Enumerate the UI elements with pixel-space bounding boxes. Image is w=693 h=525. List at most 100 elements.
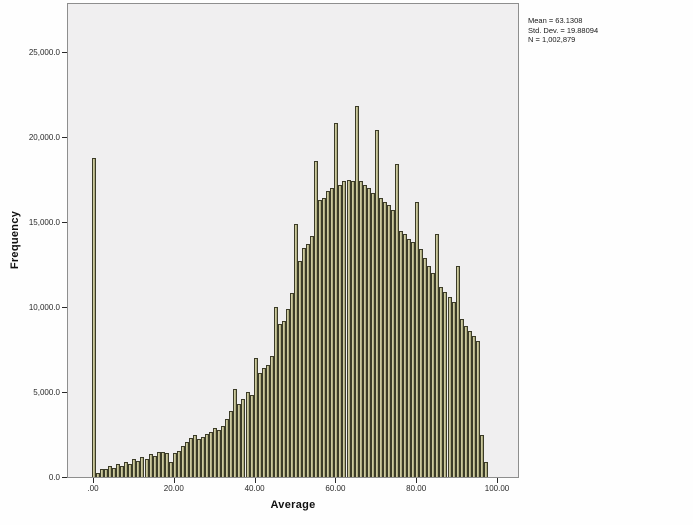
histogram-bar [293,223,298,477]
histogram-bar [370,193,375,477]
histogram-bar [302,247,307,477]
y-axis-title: Frequency [9,210,21,270]
histogram-bar [160,452,165,477]
histogram-bar [144,459,149,477]
histogram-bar [148,454,153,477]
histogram-bar [124,462,129,477]
histogram-bar [269,356,274,477]
x-axis-tick-label: 80.00 [406,484,427,493]
histogram-bar [306,244,311,477]
histogram-bar [108,466,113,477]
histogram-bar [330,188,335,477]
histogram-bar [100,469,105,477]
histogram-bar [249,395,254,477]
histogram-bar [390,210,395,477]
histogram-bar [407,239,412,477]
histogram-bar [192,434,197,477]
histogram-bar [112,467,117,477]
histogram-bar [205,433,210,477]
x-axis-tick [254,478,256,483]
histogram-bar [366,188,371,477]
histogram-bar [403,233,408,477]
y-axis-tick [62,52,67,53]
histogram-bar [394,164,399,477]
histogram-bar [140,457,145,477]
x-axis-tick-label: 60.00 [325,484,346,493]
histogram-bar [277,324,282,477]
histogram-bar [459,318,464,477]
histogram-bar [382,201,387,477]
histogram-bar [197,438,202,477]
histogram-bar [386,205,391,477]
histogram-bar [156,451,161,477]
histogram-bar [415,201,420,477]
y-axis-tick-label: 5,000.0 [33,387,60,397]
x-axis-tick [93,478,94,483]
histogram-bar [467,330,472,477]
histogram-bar [334,123,339,477]
histogram-bar [455,266,460,477]
histogram-bar [172,453,177,477]
histogram-bar [233,388,238,477]
histogram-bar [326,191,331,477]
histogram-bar [217,430,222,477]
x-axis-tick-label: 100.00 [484,484,510,493]
histogram-bar [451,301,456,477]
histogram-bar [322,198,327,477]
histogram-bar [116,464,121,477]
y-axis-tick [62,137,67,138]
histogram-bar [419,249,424,477]
histogram-bar [338,184,343,477]
histogram-bar [96,473,101,477]
histogram-bar [439,286,444,477]
histogram-bar [257,373,262,477]
histogram-bar [136,460,141,477]
y-axis-tick [62,307,67,308]
histogram-bar [350,181,355,477]
y-axis-tick-label: 20,000.0 [28,132,60,142]
x-axis-tick [497,478,498,483]
histogram-bar [245,392,250,477]
histogram-bar [120,465,125,477]
histogram-bar [435,233,440,477]
histogram-bar [281,320,286,477]
histogram-bar [298,261,303,477]
y-axis-tick-label: 25,000.0 [28,47,60,57]
histogram-bar [180,445,185,477]
histogram-bar [423,257,428,477]
histogram-bar [378,198,383,477]
histogram-bar [176,450,181,477]
histogram-bar [221,426,226,477]
histogram-bar [427,266,432,477]
histogram-bar [399,230,404,477]
histogram-bar [132,459,137,477]
histogram-bar [164,453,169,477]
histogram-bar [91,158,96,477]
plot-area [67,3,519,478]
histogram-bar [128,463,133,477]
histogram-bar [261,368,266,477]
histogram-bar [229,410,234,477]
histogram-bar [237,403,242,477]
histogram-bar [318,199,323,477]
histogram-bar [342,181,347,477]
x-axis-tick-label: .00 [87,484,99,493]
histogram-bar [209,431,214,477]
histogram-bar [443,291,448,477]
histogram-bar [241,398,246,477]
histogram-bar [201,437,206,477]
histogram-bar [463,325,468,477]
histogram-bar [447,296,452,477]
x-axis-tick [416,478,418,483]
y-axis-tick [62,222,67,223]
histogram-bar [346,179,351,477]
stats-box: Mean = 63.1308 Std. Dev. = 19.88094 N = … [528,16,598,45]
x-axis-tick-label: 20.00 [163,484,184,493]
histogram-bar [184,442,189,477]
histogram-bar [265,364,270,477]
y-axis-tick [62,477,67,478]
y-axis-tick-label: 10,000.0 [28,302,60,312]
histogram-bar [411,242,416,477]
x-axis-tick-label: 40.00 [244,484,265,493]
